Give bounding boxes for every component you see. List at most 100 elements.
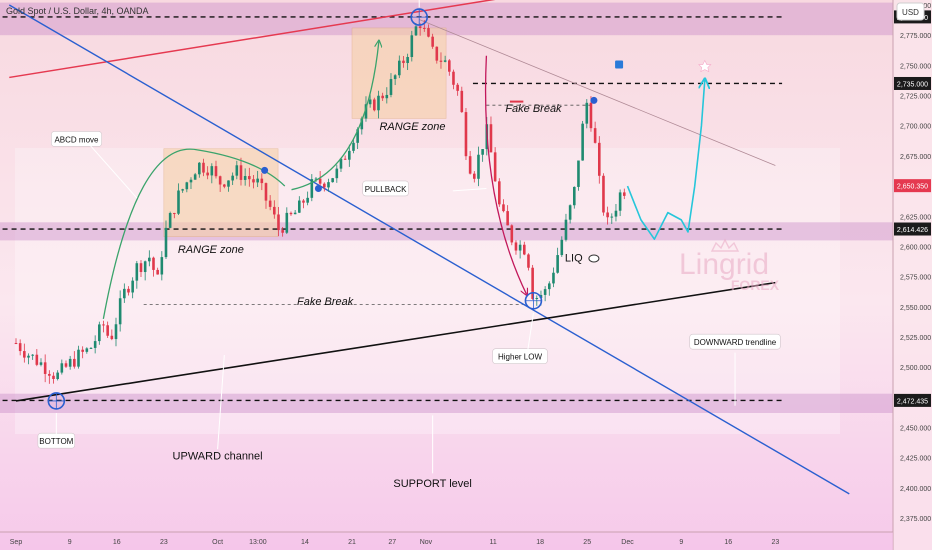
- currency-button[interactable]: [896, 2, 925, 21]
- candle-body: [318, 178, 322, 184]
- candle-body: [35, 354, 39, 365]
- candle-body: [414, 26, 418, 36]
- candle-body: [464, 112, 468, 157]
- price-tick: 2,675.000: [900, 154, 931, 161]
- candle-body: [514, 242, 518, 251]
- candle-body: [610, 216, 614, 218]
- candle-body: [543, 289, 547, 295]
- candle-body: [527, 254, 530, 268]
- candle-body: [281, 230, 284, 233]
- price-tick: 2,425.000: [900, 456, 931, 463]
- candle-body: [298, 200, 301, 213]
- candle-body: [460, 90, 464, 113]
- curves-layer: [47, 8, 712, 410]
- price-tick: 2,625.000: [900, 214, 931, 221]
- time-tick: 25: [583, 539, 591, 546]
- candle-body: [614, 210, 618, 217]
- candle-body: [285, 212, 289, 233]
- info-icon: [615, 60, 624, 69]
- watermark-sub: FOREX: [731, 277, 780, 293]
- candle-body: [268, 200, 272, 207]
- currency-label: USD: [902, 8, 919, 17]
- candle-body: [506, 211, 509, 226]
- candle-body: [410, 35, 414, 58]
- candle-body: [193, 174, 197, 180]
- candle-body: [452, 71, 455, 85]
- candle-body: [60, 363, 64, 373]
- candle-body: [331, 178, 334, 183]
- plot-shade: [15, 148, 840, 434]
- annotation-12: UPWARD channel: [173, 450, 263, 462]
- candle-body: [77, 349, 80, 367]
- time-axis[interactable]: Sep 9 16 23 Oct 13:00 14 21 27 Nov 11 18 25 Dec 9 16 23: [10, 539, 780, 546]
- candle-body: [577, 160, 580, 187]
- price-label-box: [894, 76, 931, 90]
- annotation-3: RANGE zone: [178, 244, 244, 256]
- candle-body: [235, 165, 239, 176]
- price-axis-bg: [893, 0, 932, 550]
- candle-body: [110, 335, 114, 340]
- price-tick: 2,375.000: [900, 516, 931, 523]
- candle-body: [135, 263, 139, 281]
- time-tick: 13:00: [249, 539, 267, 546]
- price-tick: 2,500.000: [900, 365, 931, 372]
- time-tick: 27: [388, 539, 396, 546]
- candle-body: [381, 95, 384, 99]
- candle-body: [23, 351, 26, 358]
- candle-body: [131, 280, 134, 293]
- candle-body: [523, 244, 526, 255]
- candle-body: [373, 99, 376, 111]
- annotation-14: DOWNWARD trendline: [694, 338, 777, 347]
- support-band: [0, 393, 893, 413]
- time-tick: 21: [348, 539, 356, 546]
- candle-body: [160, 257, 164, 275]
- candle-body: [431, 36, 434, 47]
- candle-body: [389, 79, 393, 95]
- upward-channel-line: [15, 281, 776, 402]
- candle-body: [356, 129, 359, 143]
- candle-body: [306, 197, 309, 203]
- annotation-4: RANGE zone: [379, 121, 445, 133]
- candle-body: [581, 123, 584, 161]
- candle-body: [248, 176, 251, 180]
- candle-body: [223, 184, 226, 187]
- candle-body: [352, 142, 355, 151]
- candle-body: [43, 362, 47, 374]
- candle-body: [439, 60, 443, 62]
- candle-body: [293, 212, 297, 215]
- watermark-brand: Lingrid: [679, 248, 769, 281]
- candle-body: [568, 205, 572, 220]
- time-tick: 9: [679, 539, 683, 546]
- candle-body: [56, 372, 59, 379]
- candle-body: [198, 162, 201, 175]
- projection-path: [626, 80, 705, 240]
- candle-body: [118, 298, 122, 325]
- price-tick: 2,575.000: [900, 275, 931, 282]
- candle-body: [39, 362, 43, 365]
- candle-body: [377, 95, 380, 111]
- price-label: 2,614.426: [897, 227, 928, 234]
- candle-body: [427, 28, 430, 37]
- time-axis-bg: [0, 532, 893, 550]
- annotation-box: [492, 348, 548, 364]
- candle-body: [518, 244, 522, 251]
- candle-body: [481, 149, 484, 155]
- annotation-13: SUPPORT level: [393, 478, 471, 490]
- time-tick: 16: [113, 539, 121, 546]
- candle-body: [252, 179, 255, 183]
- candle-body: [123, 288, 126, 299]
- candle-body: [602, 175, 605, 213]
- candle-body: [327, 182, 330, 188]
- candle-body: [398, 60, 401, 76]
- candle-body: [93, 341, 97, 348]
- candle-body: [385, 94, 389, 99]
- candle-body: [489, 124, 493, 153]
- abcd-move-curve-1: [102, 148, 286, 319]
- candle-body: [335, 168, 339, 179]
- mid-band: [0, 222, 893, 241]
- candle-body: [418, 26, 422, 28]
- price-tick: 2,600.000: [900, 244, 931, 251]
- callout-line: [89, 144, 138, 199]
- candle-body: [102, 324, 105, 326]
- candle-body: [560, 239, 564, 256]
